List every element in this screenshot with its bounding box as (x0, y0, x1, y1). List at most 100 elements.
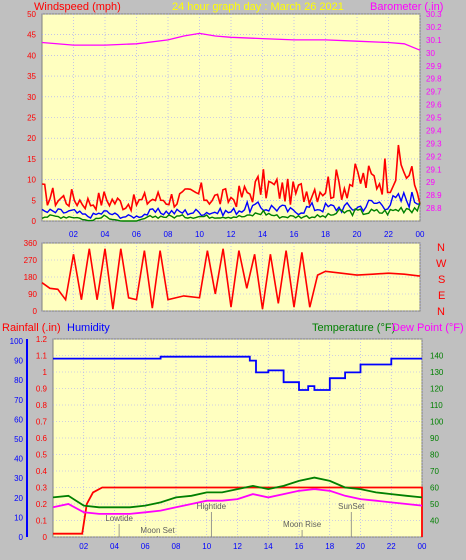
y2-tick-label: 28.8 (426, 204, 442, 213)
y-tick-label: 360 (24, 239, 38, 248)
x-tick-label: 08 (172, 542, 181, 551)
temperature-label: Temperature (°F) (312, 322, 395, 334)
event-label: SunSet (338, 502, 365, 511)
y-tick-label: 0 (32, 217, 37, 226)
x-tick-label: 20 (356, 542, 365, 551)
temp-tick-label: 50 (430, 500, 439, 509)
x-tick-label: 04 (110, 542, 119, 551)
rainfall-label: Rainfall (.in) (2, 322, 61, 334)
humidity-tick-label: 20 (14, 494, 23, 503)
rain-hum-temp-axis-ticks: 0 0.1 0.2 0.3 0.4 0.5 0.6 0.7 0.8 0.9 1 1.1 1.2 0 10 20… (10, 335, 444, 551)
y2-tick-label: 29.7 (426, 88, 442, 97)
wind-direction-line (41, 248, 421, 310)
x-tick-label: 02 (69, 230, 78, 239)
x-tick-label: 16 (290, 230, 299, 239)
direction-axis-ticks: 0 90 180 270 360 (24, 239, 38, 316)
x-tick-label: 22 (387, 542, 396, 551)
windspeed-label: Windspeed (mph) (34, 1, 121, 13)
y-tick-label: 30 (27, 93, 36, 102)
temp-tick-label: 70 (430, 467, 439, 476)
wind-baro-gridlines (42, 13, 421, 222)
event-label: Moon Rise (283, 520, 322, 529)
rain-tick-label: 0.6 (36, 434, 48, 443)
y2-tick-label: 29.4 (426, 126, 442, 135)
humidity-tick-label: 0 (19, 533, 24, 542)
direction-series (41, 248, 421, 310)
humidity-tick-label: 60 (14, 415, 23, 424)
rain-hum-temp-series (52, 355, 423, 537)
y2-tick-label: 29.5 (426, 114, 442, 123)
temperature-line (52, 476, 423, 509)
event-label: Hightide (197, 502, 227, 511)
y2-tick-label: 29.9 (426, 62, 442, 71)
rain-tick-label: 0.2 (36, 500, 48, 509)
humidity-tick-label: 10 (14, 513, 23, 522)
y-tick-label: 90 (28, 290, 37, 299)
rain-tick-label: 1.1 (36, 352, 48, 361)
y-tick-label: 15 (27, 155, 36, 164)
y-tick-label: 5 (32, 196, 37, 205)
y2-tick-label: 30 (426, 49, 435, 58)
rain-tick-label: 0.4 (36, 467, 48, 476)
rain-tick-label: 0.9 (36, 385, 48, 394)
compass-n-top: N (437, 242, 445, 254)
temp-tick-label: 80 (430, 451, 439, 460)
rainfall-line (53, 486, 423, 537)
temp-tick-label: 60 (430, 484, 439, 493)
x-tick-label: 08 (164, 230, 173, 239)
temp-tick-label: 40 (430, 517, 439, 526)
compass-e: E (438, 290, 445, 302)
rain-tick-label: 0.3 (36, 484, 48, 493)
y2-tick-label: 29.3 (426, 139, 442, 148)
x-tick-label: 18 (325, 542, 334, 551)
rain-hum-temp-gridlines (53, 338, 423, 538)
x-tick-label: 06 (141, 542, 150, 551)
y-tick-label: 35 (27, 72, 36, 81)
y2-tick-label: 30.3 (426, 10, 442, 19)
temp-tick-label: 130 (430, 368, 444, 377)
y-tick-label: 45 (27, 31, 36, 40)
humidity-tick-label: 90 (14, 357, 23, 366)
y-tick-label: 270 (24, 256, 38, 265)
astro-tide-events: Lowtide Moon Set Hightide Moon Rise SunSet (105, 502, 365, 537)
humidity-tick-label: 50 (14, 435, 23, 444)
rain-tick-label: 0 (43, 533, 48, 542)
y2-tick-label: 29.1 (426, 165, 442, 174)
x-tick-label: 12 (227, 230, 236, 239)
humidity-label: Humidity (67, 322, 110, 334)
humidity-tick-label: 100 (10, 337, 24, 346)
rain-tick-label: 0.8 (36, 401, 48, 410)
wind-baro-series (41, 32, 421, 222)
y2-tick-label: 29.6 (426, 101, 442, 110)
y2-tick-label: 28.9 (426, 191, 442, 200)
x-tick-label: 20 (353, 230, 362, 239)
x-tick-label: 00 (418, 542, 427, 551)
x-tick-label: 00 (416, 230, 425, 239)
temp-tick-label: 100 (430, 418, 444, 427)
event-label: Moon Set (140, 526, 175, 535)
y-tick-label: 40 (27, 51, 36, 60)
event-label: Lowtide (105, 514, 133, 523)
direction-gridlines (42, 242, 421, 312)
windspeed-line (41, 144, 421, 214)
y2-tick-label: 30.2 (426, 23, 442, 32)
temp-tick-label: 140 (430, 352, 444, 361)
rain-tick-label: 0.5 (36, 451, 48, 460)
x-tick-label: 14 (258, 230, 267, 239)
y-tick-label: 0 (33, 307, 38, 316)
compass-n-bottom: N (437, 306, 445, 318)
temp-tick-label: 120 (430, 385, 444, 394)
rain-tick-label: 0.1 (36, 517, 48, 526)
humidity-tick-label: 40 (14, 455, 23, 464)
wind-baro-axis-ticks: 0 5 10 15 20 25 30 35 40 45 50 28.8 28.9 29 29.1 29.2 29… (27, 10, 442, 239)
rain-tick-label: 0.7 (36, 418, 48, 427)
barometer-label: Barometer (.in) (370, 1, 443, 13)
x-tick-label: 10 (195, 230, 204, 239)
x-tick-label: 14 (264, 542, 273, 551)
date-label: 24 hour graph day : March 26 2021 (172, 1, 344, 13)
rain-tick-label: 1.2 (36, 335, 48, 344)
y2-tick-label: 30.1 (426, 36, 442, 45)
y-tick-label: 180 (24, 273, 38, 282)
